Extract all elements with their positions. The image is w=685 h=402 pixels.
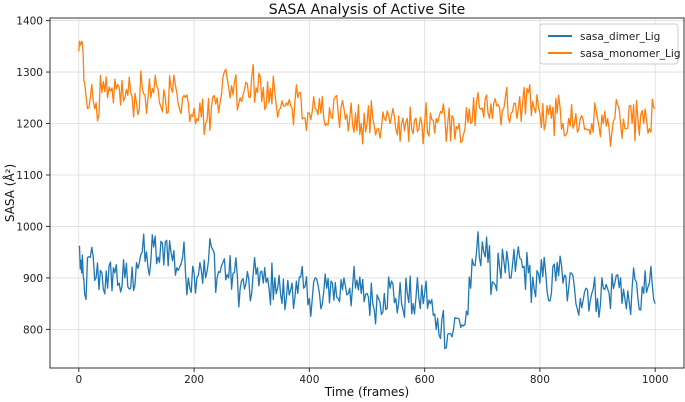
plot-frame bbox=[49, 17, 685, 369]
y-tick-label: 1300 bbox=[16, 67, 43, 79]
series-line-sasa_monomer_Lig bbox=[78, 40, 656, 147]
x-tick-label: 800 bbox=[530, 374, 550, 386]
legend-label-monomer: sasa_monomer_Lig bbox=[580, 48, 680, 60]
legend-label-dimer: sasa_dimer_Lig bbox=[580, 31, 660, 43]
x-tick-label: 600 bbox=[415, 374, 435, 386]
series-layer bbox=[78, 40, 656, 350]
chart-title: SASA Analysis of Active Site bbox=[269, 2, 466, 18]
series-line-sasa_dimer_Lig bbox=[78, 231, 656, 350]
x-tick-label: 200 bbox=[184, 374, 204, 386]
x-axis-label: Time (frames) bbox=[324, 385, 409, 399]
x-axis-ticks: 0 200 400 600 800 1000 bbox=[75, 368, 669, 386]
y-tick-label: 1100 bbox=[16, 170, 43, 182]
x-tick-label: 400 bbox=[299, 374, 319, 386]
legend-box bbox=[539, 23, 679, 65]
x-tick-label: 1000 bbox=[642, 374, 669, 386]
y-tick-label: 800 bbox=[23, 324, 43, 336]
y-tick-label: 1200 bbox=[16, 119, 43, 131]
y-tick-label: 1400 bbox=[16, 16, 43, 28]
y-axis-ticks: 800 900 1000 1100 1200 1300 1400 bbox=[16, 16, 50, 336]
x-tick-label: 0 bbox=[75, 374, 82, 386]
y-tick-label: 900 bbox=[23, 273, 43, 285]
y-axis-label: SASA (Å²) bbox=[2, 164, 17, 222]
legend: sasa_dimer_Lig sasa_monomer_Lig bbox=[539, 23, 680, 65]
y-tick-label: 1000 bbox=[16, 221, 43, 233]
